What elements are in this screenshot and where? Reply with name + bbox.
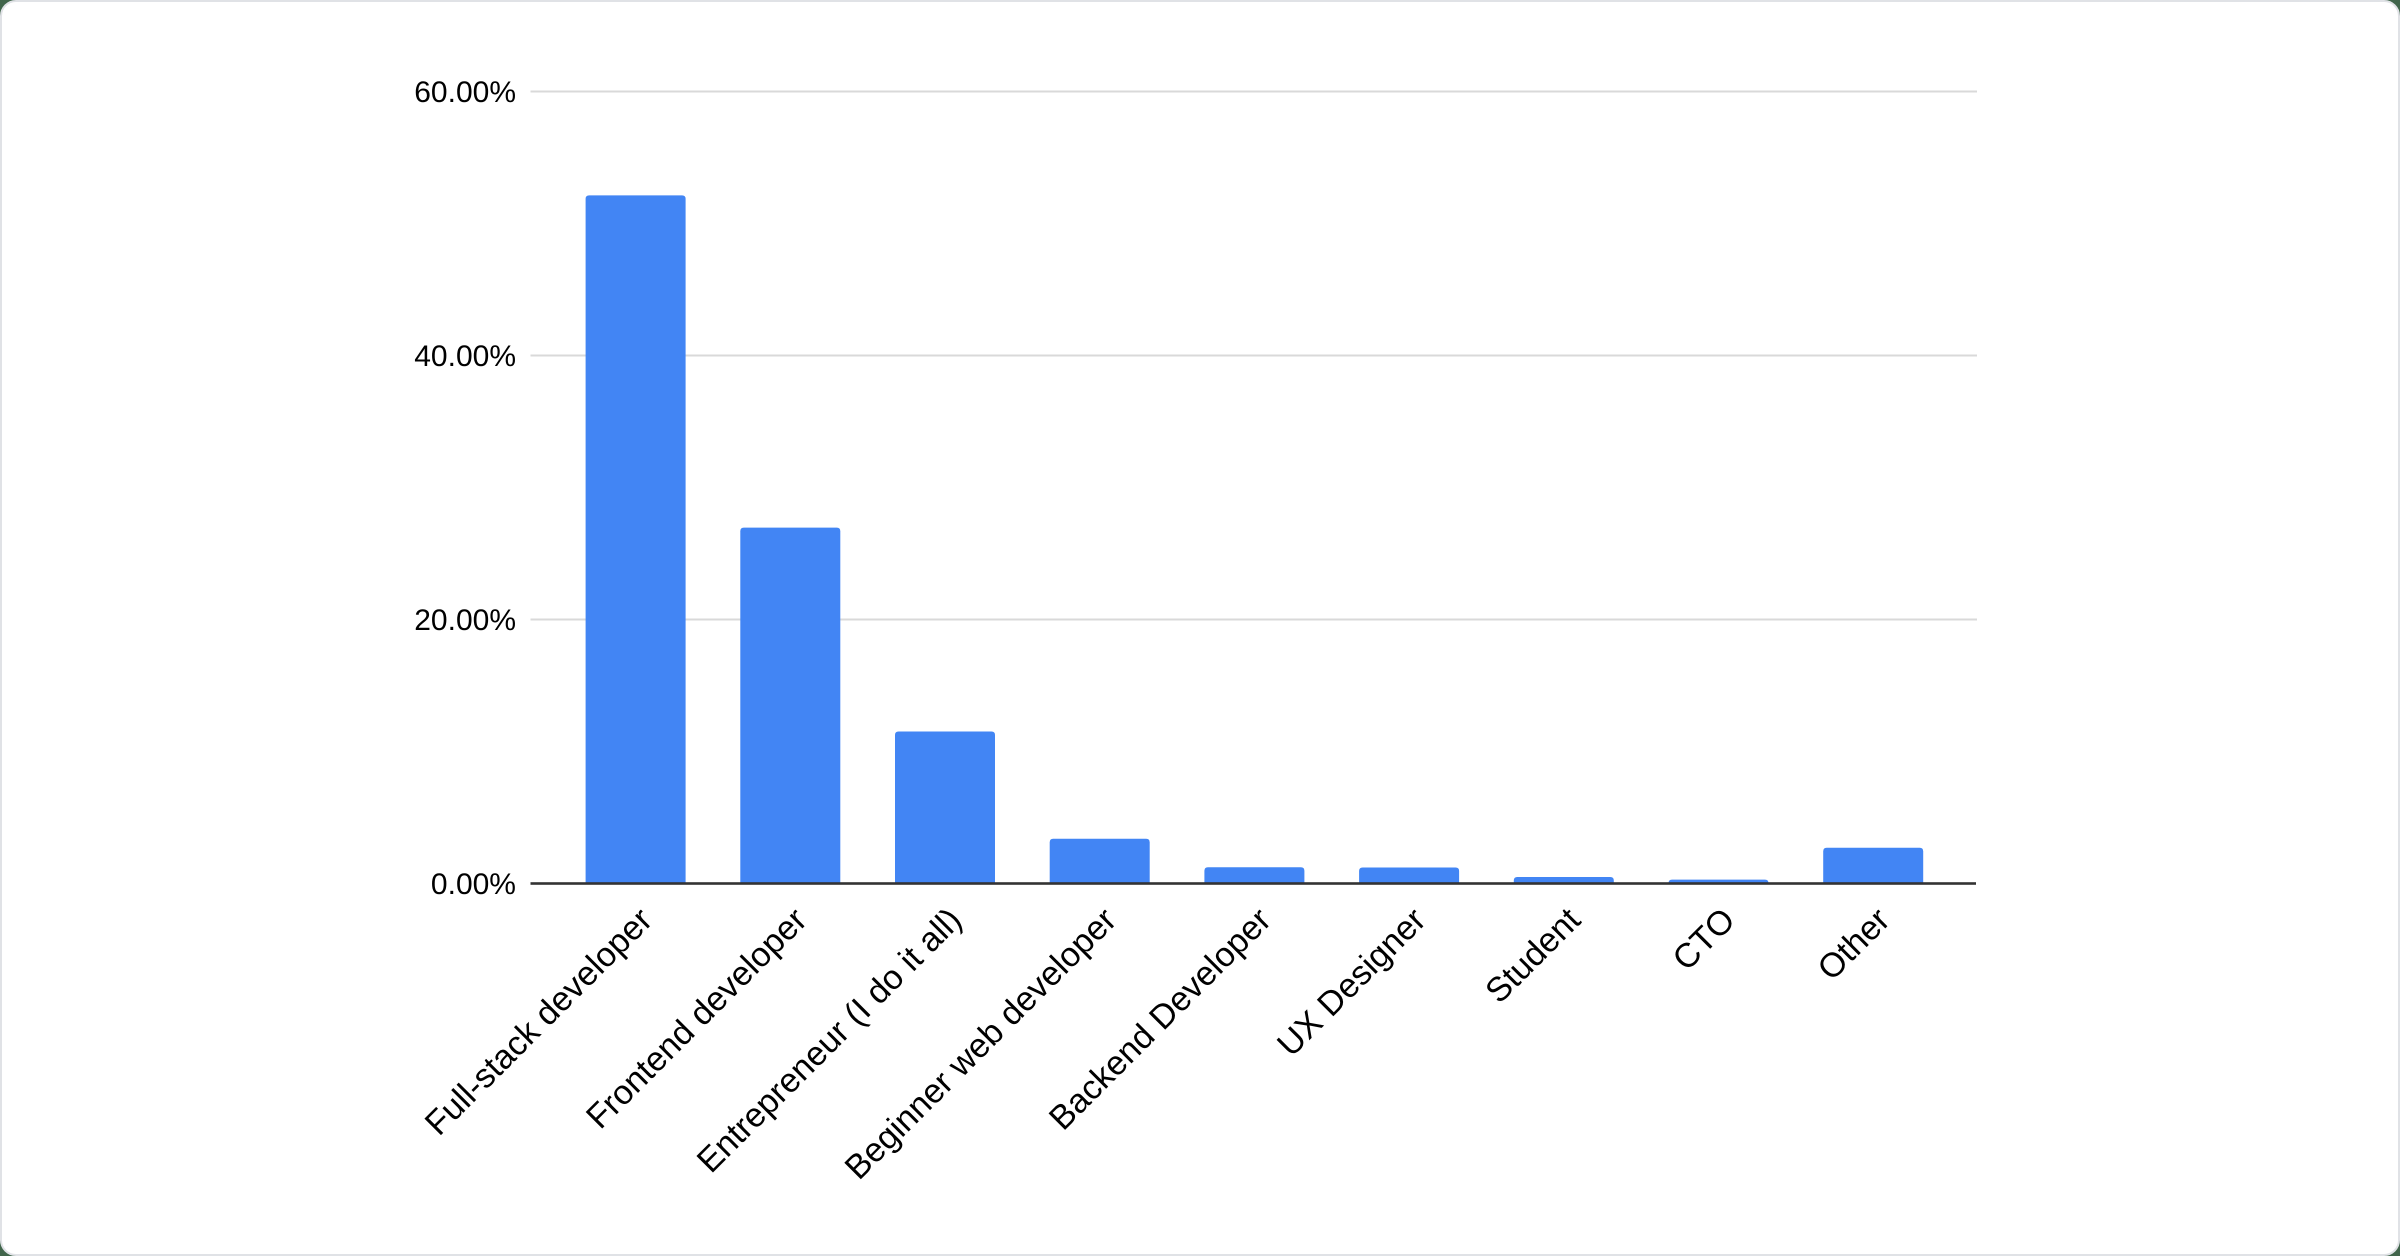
svg-text:CTO: CTO bbox=[1665, 901, 1742, 978]
svg-text:Entrepreneur (I do it all): Entrepreneur (I do it all) bbox=[690, 901, 969, 1180]
svg-text:Other: Other bbox=[1810, 901, 1897, 988]
svg-text:20.00%: 20.00% bbox=[414, 604, 516, 637]
svg-text:Student: Student bbox=[1478, 900, 1588, 1010]
svg-text:60.00%: 60.00% bbox=[414, 76, 516, 109]
svg-text:UX Designer: UX Designer bbox=[1270, 901, 1433, 1064]
svg-text:0.00%: 0.00% bbox=[431, 868, 516, 901]
svg-text:40.00%: 40.00% bbox=[414, 340, 516, 373]
svg-text:Beginner web developer: Beginner web developer bbox=[838, 901, 1124, 1187]
